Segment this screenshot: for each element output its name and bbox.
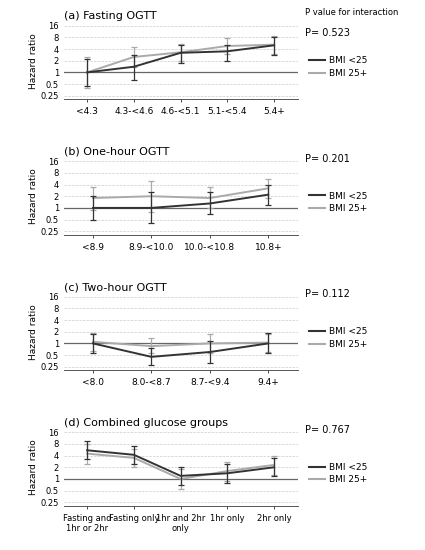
Legend: BMI <25, BMI 25+: BMI <25, BMI 25+: [309, 56, 367, 78]
Text: (c) Two-hour OGTT: (c) Two-hour OGTT: [64, 282, 167, 292]
Legend: BMI <25, BMI 25+: BMI <25, BMI 25+: [309, 463, 367, 485]
Text: P= 0.767: P= 0.767: [304, 425, 349, 435]
Text: P= 0.523: P= 0.523: [304, 28, 349, 38]
Text: (b) One-hour OGTT: (b) One-hour OGTT: [64, 147, 169, 157]
Y-axis label: Hazard ratio: Hazard ratio: [29, 304, 38, 360]
Legend: BMI <25, BMI 25+: BMI <25, BMI 25+: [309, 327, 367, 349]
Text: P= 0.201: P= 0.201: [304, 153, 349, 164]
Y-axis label: Hazard ratio: Hazard ratio: [29, 168, 38, 224]
Y-axis label: Hazard ratio: Hazard ratio: [29, 33, 38, 89]
Text: P value for interaction: P value for interaction: [304, 8, 398, 17]
Legend: BMI <25, BMI 25+: BMI <25, BMI 25+: [309, 191, 367, 213]
Y-axis label: Hazard ratio: Hazard ratio: [29, 439, 38, 495]
Text: (a) Fasting OGTT: (a) Fasting OGTT: [64, 11, 156, 21]
Text: (d) Combined glucose groups: (d) Combined glucose groups: [64, 418, 228, 428]
Text: P= 0.112: P= 0.112: [304, 289, 349, 299]
